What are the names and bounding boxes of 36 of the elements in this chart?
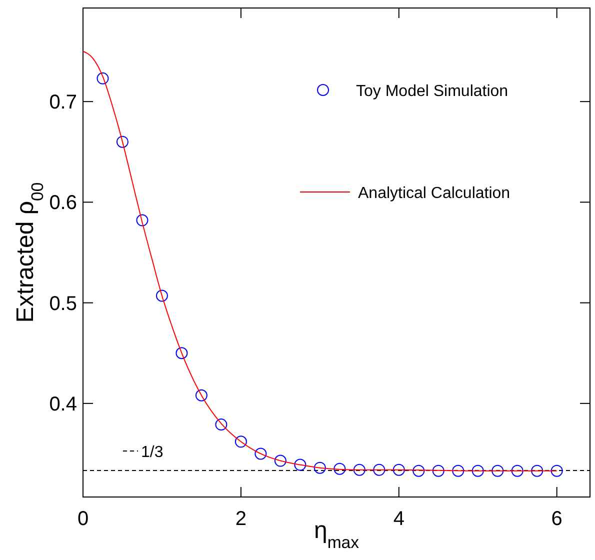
y-tick-label: 0.6 [49,192,77,214]
point [274,454,286,467]
point [314,462,326,474]
point [432,464,444,477]
y-tick-label: 0.4 [49,393,77,416]
x-tick-label: 6 [551,508,562,530]
point [176,347,188,360]
point [373,464,386,476]
legend-label: Toy Model Simulation [356,83,508,100]
point [334,462,346,475]
point [254,448,267,460]
x-tick-label: 0 [77,508,89,530]
point [353,464,366,476]
point [492,464,504,477]
point [136,214,148,226]
point [531,464,544,477]
point [215,418,228,431]
point [511,464,524,477]
point [452,464,464,477]
point [96,72,109,84]
legend-label: Analytical Calculation [358,185,510,202]
point [294,458,306,471]
point [195,389,208,402]
point [412,464,425,477]
point [156,290,168,302]
point [550,464,563,477]
y-tick-label: 0.7 [49,92,77,114]
point [472,464,484,477]
annotation: 1/3 [141,444,164,461]
point [392,464,405,476]
x-tick-label: 4 [393,508,404,530]
point [116,136,128,148]
x-axis-title: η$_{max}$ [314,517,360,552]
point [234,436,247,448]
y-tick-label: 0.5 [49,292,77,315]
x-tick-label: 2 [235,508,247,530]
